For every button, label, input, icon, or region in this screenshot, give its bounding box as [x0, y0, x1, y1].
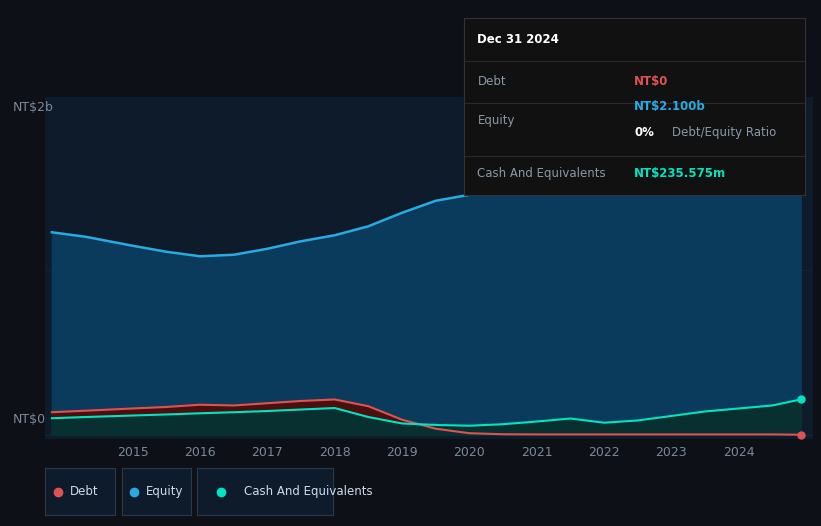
- Text: NT$2.100b: NT$2.100b: [635, 100, 706, 113]
- Text: NT$235.575m: NT$235.575m: [635, 167, 727, 180]
- Text: Equity: Equity: [478, 114, 515, 127]
- Text: NT$0: NT$0: [13, 412, 46, 426]
- Text: Debt/Equity Ratio: Debt/Equity Ratio: [672, 126, 776, 139]
- Text: Debt: Debt: [70, 485, 99, 498]
- Text: 0%: 0%: [635, 126, 654, 139]
- Text: NT$2b: NT$2b: [13, 100, 54, 114]
- Text: Cash And Equivalents: Cash And Equivalents: [478, 167, 606, 180]
- Text: Debt: Debt: [478, 75, 506, 88]
- Text: Dec 31 2024: Dec 31 2024: [478, 33, 559, 46]
- Text: NT$0: NT$0: [635, 75, 668, 88]
- Text: Cash And Equivalents: Cash And Equivalents: [245, 485, 373, 498]
- Text: Equity: Equity: [146, 485, 183, 498]
